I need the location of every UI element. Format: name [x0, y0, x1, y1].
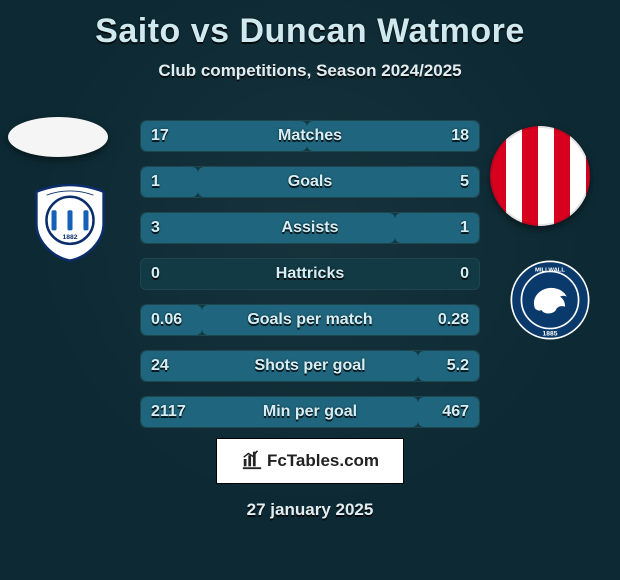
stat-row: 0 0 Hattricks [140, 258, 480, 290]
stat-fill-right [395, 213, 480, 243]
stat-row: 0.060.28Goals per match [140, 304, 480, 336]
stats-container: 1718Matches 15Goals 31Assists 0 0 Hattricks 0.… [140, 120, 480, 442]
stat-row: 2117467Min per goal [140, 396, 480, 428]
stat-fill-right [307, 121, 479, 151]
club-left-year: 1882 [63, 234, 78, 241]
stat-fill-left [141, 305, 202, 335]
stat-fill-right [418, 397, 479, 427]
brand-box[interactable]: FcTables.com [216, 438, 404, 484]
stat-row: 245.2Shots per goal [140, 350, 480, 382]
comparison-subtitle: Club competitions, Season 2024/2025 [0, 61, 620, 81]
stat-fill-right [418, 351, 479, 381]
stat-value-left: 0 [151, 265, 160, 283]
snapshot-date: 27 january 2025 [0, 500, 620, 520]
comparison-title: Saito vs Duncan Watmore [0, 0, 620, 51]
player-photo-left [8, 117, 108, 157]
stat-label: Hattricks [276, 265, 344, 283]
club-badge-right: MILLWALL 1885 [500, 258, 600, 342]
club-right-label: MILLWALL [535, 267, 565, 273]
stat-row: 1718Matches [140, 120, 480, 152]
stat-fill-left [141, 351, 418, 381]
player-photo-right [490, 126, 590, 226]
club-right-year: 1885 [543, 330, 558, 337]
stat-fill-left [141, 397, 418, 427]
club-badge-left: 1882 [20, 180, 120, 264]
stat-row: 15Goals [140, 166, 480, 198]
stat-fill-left [141, 167, 198, 197]
stat-fill-left [141, 213, 395, 243]
stat-fill-right [202, 305, 479, 335]
stat-value-right: 0 [460, 265, 469, 283]
chart-icon [241, 448, 263, 475]
brand-text: FcTables.com [267, 451, 379, 471]
stat-row: 31Assists [140, 212, 480, 244]
stat-fill-left [141, 121, 307, 151]
stat-fill-right [198, 167, 479, 197]
